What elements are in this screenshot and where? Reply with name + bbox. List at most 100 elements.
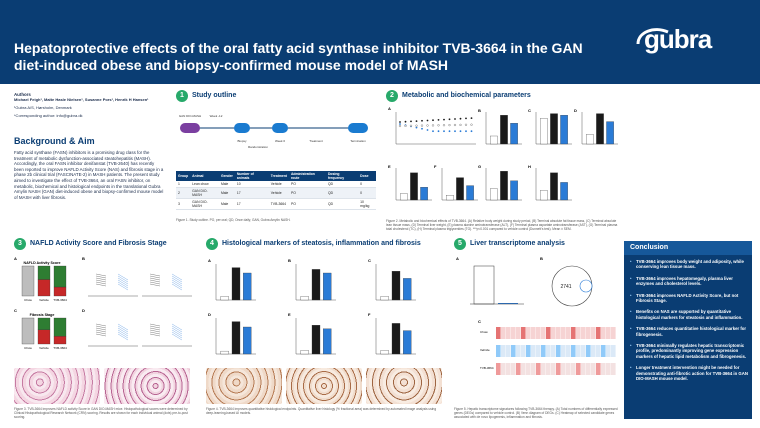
venn-circle-tvb [579, 279, 593, 293]
panel-label-heatmap: C [478, 319, 481, 324]
panel-label-metab-3: D [574, 108, 577, 113]
heatmap-cell [541, 363, 546, 375]
histo-chart-2-bar-1 [391, 271, 401, 301]
conclusion-list: TVB-3664 improves body weight and adipos… [630, 259, 748, 388]
bw-point-chow [437, 124, 440, 127]
table-cell: Vehicle [268, 181, 289, 188]
histo-chart-3-bar-1 [231, 321, 241, 355]
table-cell: PO [288, 187, 326, 199]
section-5-number: 5 [454, 238, 466, 250]
table-cell: PO [288, 181, 326, 188]
deg-bar-tvb [498, 303, 518, 304]
heatmap-cell [556, 327, 561, 339]
section-3-title: NAFLD Activity Score and Fibrosis Stage [30, 240, 167, 247]
study-groups-table: Group Animal Gender Number of animals Treatm… [176, 171, 376, 221]
heatmap-cell [566, 327, 571, 339]
table-header-3: Number of animals [234, 171, 269, 181]
heatmap-cell [556, 345, 561, 357]
histo-chart-4-bar-0 [300, 350, 309, 355]
bw-point-tvb [426, 129, 429, 131]
bw-point-chow [431, 124, 435, 127]
metab-chart-3-bar-0 [586, 134, 594, 145]
heatmap-cell [571, 327, 576, 339]
heatmap-cell [536, 345, 541, 357]
panel-label-a: A [456, 256, 459, 261]
histo-chart-3-bar-2 [243, 326, 252, 355]
fibrosis-stacked-group-label: TVB-3664 [53, 346, 67, 350]
heatmap-cell [496, 327, 501, 339]
histo-chart-1 [295, 264, 336, 301]
bw-point-vehicle [426, 119, 429, 122]
table-header-2: Gender [218, 171, 235, 181]
heatmap-cell [516, 345, 521, 357]
figure-5-caption: Figure 5. Hepatic transcriptome signatur… [454, 407, 618, 419]
conclusion-item-5: TVB-3664 minimally regulates hepatic tra… [630, 343, 748, 359]
histo-chart-5-bar-2 [403, 330, 412, 355]
histo-charts: A B C D E F [208, 258, 416, 355]
panel-label-metab-6: G [478, 164, 481, 169]
heatmap-cell [551, 363, 556, 375]
heatmap-cell [611, 363, 616, 375]
histo-chart-5-bar-1 [391, 323, 401, 355]
metab-chart-7-bar-1 [550, 172, 558, 201]
section-2-title: Metabolic and biochemical parameters [402, 92, 531, 99]
panel-label-metab-4: E [388, 164, 391, 169]
panel-label-metab-2: C [528, 108, 531, 113]
heatmap-cell [496, 345, 501, 357]
histo-chart-2-bar-2 [403, 278, 412, 301]
bw-point-vehicle [443, 118, 445, 121]
metab-chart-6-bar-1 [500, 171, 508, 201]
histo-chart-2 [375, 264, 416, 301]
metab-chart-7-bar-2 [560, 182, 568, 201]
heatmap-cell [591, 345, 596, 357]
panel-label-b: B [540, 256, 543, 261]
nas-stacked-group-label: TVB-3664 [53, 298, 67, 302]
outline-label-2: Biopsy [237, 139, 247, 143]
table-cell: 0 [358, 181, 376, 188]
bw-point-vehicle [432, 119, 434, 122]
table-cell: 17 [234, 187, 269, 199]
table-row: 3 GAN DIO-MASH Male 17 TVB-3664 PO QD 10 mg/kg [176, 198, 376, 210]
poster-header: Hepatoprotective effects of the oral fat… [0, 0, 760, 84]
fibrosis-stacked-seg [53, 317, 67, 337]
nas-paired [88, 273, 138, 297]
table-cell: 10 [234, 181, 269, 188]
histo-chart-3-bar-0 [220, 350, 229, 355]
bw-point-vehicle [399, 121, 401, 123]
heatmap-cell [571, 345, 576, 357]
gene-heatmap: C Chow Vehicle TVB-3664 [478, 317, 618, 397]
fibrosis-paired [88, 323, 138, 347]
bw-point-tvb [448, 130, 451, 133]
conclusion-item-0: TVB-3664 improves body weight and adipos… [630, 259, 748, 270]
heatmap-cell [576, 327, 581, 339]
heatmap-cell [601, 345, 606, 357]
heatmap-cell [566, 345, 571, 357]
metab-chart-4-bar-0 [400, 193, 408, 201]
histo-chart-3 [215, 318, 256, 355]
bw-point-tvb [465, 130, 467, 133]
conclusion-item-1: TVB-3664 improves hepatomegaly, plasma l… [630, 276, 748, 287]
panel-label-histo-4: E [288, 312, 291, 317]
section-3-number: 3 [14, 238, 26, 250]
figure-3-caption: Figure 3. TVB-3664 improves NAFLD activi… [14, 407, 188, 419]
conclusion-heading: Conclusion [624, 241, 752, 255]
heatmap-cell [511, 363, 516, 375]
table-header-4: Treatment [268, 171, 289, 181]
table-header-0: Group [176, 171, 191, 181]
metab-chart-1-bar-0 [490, 135, 498, 145]
nas-stacked-seg [21, 265, 35, 297]
table-cell: GAN DIO-MASH [190, 187, 219, 199]
outline-node-term [348, 123, 368, 133]
section-4-number: 4 [206, 238, 218, 250]
outline-node-week0 [272, 123, 288, 133]
histo-chart-1-bar-0 [300, 296, 309, 301]
metab-chart-7 [535, 168, 572, 201]
authors-label: Authors [14, 92, 31, 97]
fibrosis-paired-2 [142, 323, 192, 347]
heatmap-cell [546, 363, 551, 375]
heatmap-cell [561, 327, 566, 339]
panel-label-metab-7: H [528, 164, 531, 169]
conclusion-item-6: Longer treatment intervention might be n… [630, 365, 748, 381]
heatmap-cell [526, 363, 531, 375]
heatmap-cell [501, 345, 506, 357]
